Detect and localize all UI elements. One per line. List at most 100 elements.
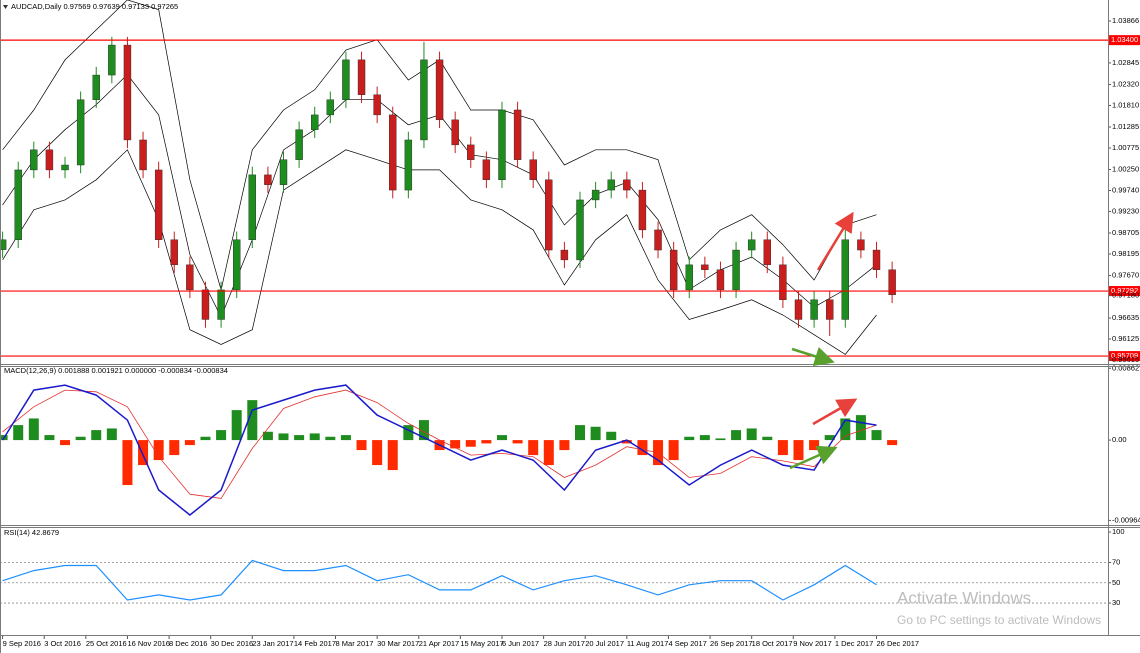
candle-body (0, 239, 7, 250)
y-tick-label: 1.00775 (1112, 143, 1139, 152)
histogram-bar (543, 440, 554, 466)
y-tick-label: 1.02320 (1112, 79, 1139, 88)
x-tick-label: 28 Jun 2017 (544, 639, 585, 648)
watermark-subtitle: Go to PC settings to activate Windows (897, 613, 1101, 627)
histogram-bar (122, 440, 133, 486)
histogram-bar (793, 440, 804, 461)
level-label-box (1109, 351, 1140, 362)
histogram-bar (621, 440, 632, 444)
candle-body (779, 264, 787, 300)
histogram-bar (465, 440, 476, 447)
candle-body (123, 44, 132, 141)
y-tick-label: 1.00250 (1112, 165, 1139, 174)
level-label: 0.97292 (1111, 286, 1138, 295)
candle-body (654, 229, 662, 251)
candle-body (825, 299, 834, 320)
candle-body (513, 109, 522, 160)
arrow (812, 398, 858, 426)
histogram-bar (106, 428, 117, 441)
histogram-bar (75, 436, 86, 441)
macd-line (1, 384, 877, 516)
histogram-bar (606, 431, 617, 441)
histogram-bar (840, 418, 851, 441)
candle-body (45, 149, 54, 171)
histogram-bar (356, 440, 367, 451)
candle-body (30, 149, 38, 171)
histogram-bar (325, 436, 336, 441)
histogram-bar (668, 440, 679, 461)
candle-body (857, 239, 865, 251)
histogram-bar (637, 440, 648, 456)
x-tick-label: 16 Nov 2016 (127, 639, 170, 648)
y-tick-label: 1.01285 (1112, 122, 1139, 131)
candle-body (872, 249, 881, 270)
candle-body (576, 199, 584, 261)
histogram-bar (450, 440, 461, 449)
panel (0, 559, 1108, 604)
histogram-bar (216, 430, 227, 441)
candle-body (435, 59, 444, 121)
arrow (789, 445, 838, 470)
y-tick-label: 0.96125 (1112, 334, 1139, 343)
candle-body (108, 44, 116, 76)
candle-body (716, 269, 725, 291)
y-tick-label: 0.96635 (1112, 313, 1139, 322)
histogram-bar (247, 400, 258, 441)
y-tick-label: 100 (1112, 527, 1125, 536)
y-tick-label: 0.008627 (1112, 363, 1140, 372)
x-tick-label: 15 May 2017 (460, 639, 503, 648)
histogram-bar (28, 418, 39, 441)
annotations (789, 211, 858, 470)
rsi-line (2, 559, 877, 601)
x-tick-label: 20 Jul 2017 (585, 639, 624, 648)
level-label-box (1109, 286, 1140, 297)
candle-body (92, 74, 100, 100)
candle-body (373, 94, 381, 116)
y-tick-label: 0.97180 (1112, 291, 1139, 300)
histogram-bar (496, 435, 507, 441)
x-tick-label: 11 Aug 2017 (627, 639, 669, 648)
candle-body (638, 189, 647, 231)
histogram-bar (590, 426, 601, 441)
candle-body (591, 189, 600, 201)
candle-body (357, 59, 366, 95)
candle-body (560, 249, 569, 261)
histogram-bar (262, 431, 273, 441)
x-tick-label: 30 Mar 2017 (377, 639, 419, 648)
candle-body (14, 169, 22, 240)
candle-body (342, 59, 350, 100)
candle-body (482, 159, 491, 181)
candle-body (279, 159, 288, 185)
y-tick-label: 0.99230 (1112, 206, 1139, 215)
candle-body (311, 114, 319, 130)
candle-body (186, 264, 194, 291)
menu-icon[interactable] (3, 5, 8, 9)
histogram-bar (231, 410, 242, 441)
y-tick-label: 0.98195 (1112, 249, 1139, 258)
indicator-title: RSI(14) 42.8679 (4, 528, 59, 537)
x-tick-label: 9 Sep 2016 (3, 639, 41, 648)
candle-body (139, 139, 147, 171)
histogram-bar (575, 425, 586, 441)
histogram-bar (13, 425, 24, 441)
candle-body (389, 114, 397, 191)
histogram-bar (809, 440, 820, 451)
y-tick-label: 0.00 (1112, 435, 1127, 444)
y-tick-label: 1.02845 (1112, 58, 1139, 67)
candle-body (420, 59, 428, 141)
candle-body (404, 139, 413, 191)
y-tick-label: 0.95615 (1112, 355, 1139, 364)
histogram-bar (200, 436, 211, 441)
x-tick-label: 30 Dec 2016 (211, 639, 254, 648)
candle-body (217, 289, 225, 320)
candle-body (61, 164, 69, 171)
y-tick-label: 0.99740 (1112, 185, 1139, 194)
histogram-bar (184, 440, 195, 446)
x-tick-label: 4 Sep 2017 (668, 639, 706, 648)
candle-body (747, 239, 756, 251)
histogram-bar (871, 430, 882, 441)
chart-title: AUDCAD,Daily 0.97569 0.97639 0.97133 0.9… (11, 2, 178, 11)
